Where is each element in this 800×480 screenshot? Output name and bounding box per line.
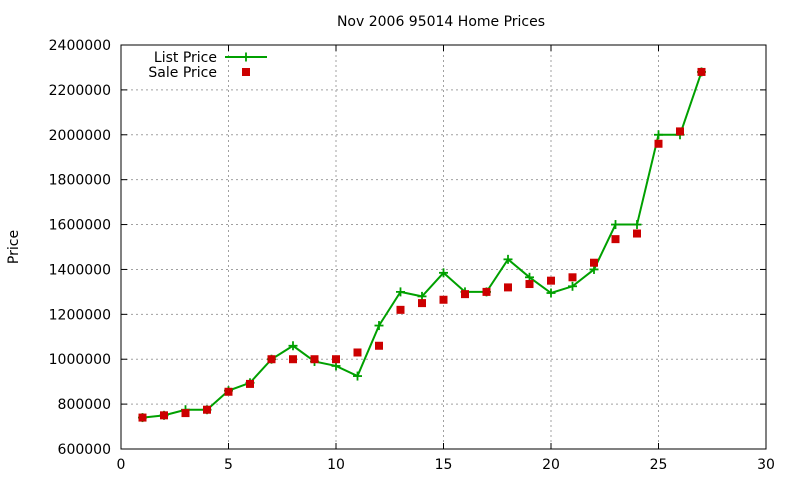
list-price-point [611, 220, 620, 230]
sale-price-point [461, 290, 469, 299]
list-price-point [353, 371, 362, 381]
y-tick-label: 1600000 [49, 218, 111, 234]
legend-marker-sale-price [242, 68, 250, 76]
sale-price-point [418, 299, 426, 308]
legend-label-list-price: List Price [154, 50, 217, 66]
y-tick-label: 2200000 [49, 83, 111, 99]
sale-price-point [654, 139, 663, 148]
sale-price-point [353, 348, 362, 357]
sale-price-point [289, 355, 297, 364]
x-tick-label: 0 [117, 457, 126, 473]
sale-price-point [267, 355, 276, 364]
x-tick-label: 30 [757, 457, 775, 473]
sale-price-point [633, 229, 641, 238]
sale-price-point [547, 276, 555, 285]
list-price-point [654, 130, 663, 140]
sale-price-point [160, 411, 168, 420]
list-price-point [288, 341, 298, 351]
y-tick-label: 1200000 [49, 307, 111, 323]
y-tick-label: 1000000 [49, 352, 111, 368]
sale-price-point [396, 305, 405, 314]
list-price-point [568, 281, 577, 291]
list-price-point [374, 321, 384, 331]
sale-price-point [246, 379, 254, 388]
list-price-point [546, 288, 556, 298]
list-price-point [632, 220, 642, 230]
sale-price-point [482, 287, 491, 296]
chart-title: Nov 2006 95014 Home Prices [337, 14, 545, 30]
list-price-point [439, 268, 448, 278]
axes: 0 5 10 15 20 25 30 600000 800000 1000000 1200000 14… [49, 38, 775, 473]
y-tick-label: 2400000 [49, 38, 111, 54]
legend-marker-list-price [241, 52, 251, 62]
sale-price-point [676, 127, 684, 136]
x-tick-label: 5 [224, 457, 233, 473]
x-tick-label: 20 [542, 457, 560, 473]
sale-price-point [697, 67, 706, 76]
sale-price-point [332, 355, 340, 364]
sale-price-point [310, 355, 319, 364]
sale-price-point [590, 258, 598, 267]
y-tick-label: 1800000 [49, 173, 111, 189]
y-axis-label: Price [6, 230, 22, 264]
y-tick-label: 1400000 [49, 262, 111, 278]
sale-price-point [568, 273, 577, 282]
sale-price-point [504, 283, 512, 292]
y-tick-label: 800000 [58, 397, 111, 413]
x-tick-label: 10 [327, 457, 345, 473]
list-price-point [503, 254, 513, 264]
list-price-point [396, 287, 405, 297]
x-tick-label: 15 [435, 457, 453, 473]
sale-price-point [375, 341, 383, 350]
series [138, 67, 706, 423]
sale-price-point [611, 235, 620, 244]
sale-price-point [181, 409, 190, 418]
x-tick-label: 25 [650, 457, 668, 473]
sale-price-point [439, 295, 448, 304]
grid [121, 45, 766, 449]
y-tick-label: 2000000 [49, 128, 111, 144]
sale-price-point [138, 413, 147, 422]
legend-label-sale-price: Sale Price [148, 65, 217, 81]
sale-price-point [224, 387, 233, 396]
sale-price-point [203, 405, 211, 414]
y-tick-label: 600000 [58, 442, 111, 458]
sale-price-point [525, 280, 534, 289]
